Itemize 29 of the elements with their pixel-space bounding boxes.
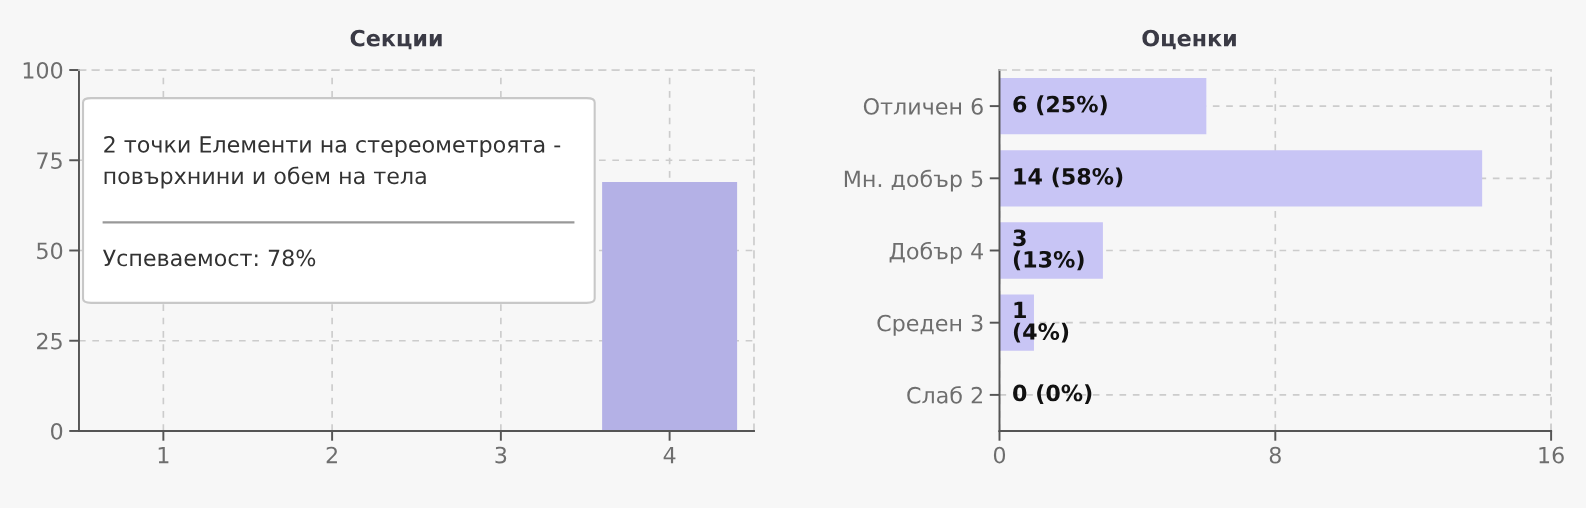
- data-label: 1 (4%): [1013, 301, 1069, 343]
- y-tick-label: Мн. добър 5: [844, 169, 983, 192]
- data-label: 6 (25%): [1013, 95, 1107, 116]
- y-tick-label: Слаб 2: [907, 386, 982, 404]
- x-tick-label: 2: [326, 446, 337, 464]
- y-tick-label: 50: [37, 242, 63, 260]
- chart-title: Оценки: [1142, 29, 1236, 50]
- x-tick-label: 16: [1539, 446, 1564, 464]
- y-tick-label: 25: [37, 332, 62, 350]
- x-tick-label: 4: [663, 446, 676, 464]
- data-label: 14 (58%): [1014, 167, 1123, 188]
- y-tick-label: Среден 3: [877, 314, 983, 336]
- annotation: 2 точки Елементи на стереометроята - повърхнини и обем на тела: [104, 136, 561, 189]
- bar: [999, 150, 1483, 207]
- x-tick-label: 0: [993, 446, 1006, 464]
- x-tick-label: 8: [1269, 446, 1281, 464]
- data-label: 3 (13%): [1013, 229, 1084, 271]
- y-tick-label: 0: [51, 422, 63, 440]
- data-label: 0 (0%): [1013, 384, 1092, 404]
- x-tick-label: 3: [495, 446, 507, 464]
- y-tick-label: Отличен 6: [863, 98, 983, 115]
- x-tick-label: 1: [158, 446, 169, 464]
- bar: [999, 77, 1207, 135]
- bar: [999, 222, 1103, 279]
- y-tick-label: Добър 4: [889, 241, 983, 264]
- y-tick-label: 75: [37, 152, 62, 170]
- chart-title: Секции: [350, 29, 442, 50]
- annotation: Успеваемост: 78%: [102, 249, 316, 267]
- y-tick-label: 100: [23, 61, 63, 79]
